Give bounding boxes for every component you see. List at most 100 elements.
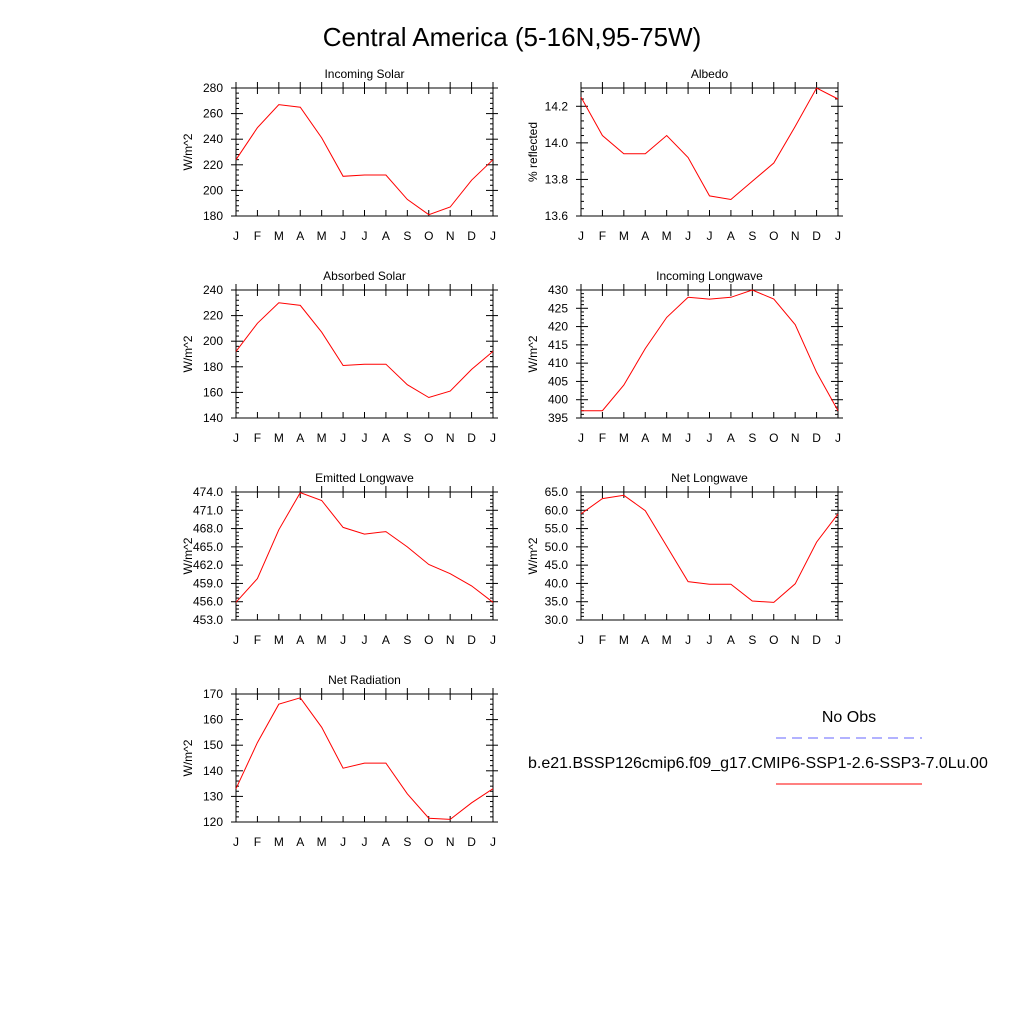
y-axis-label: W/m^2 — [526, 335, 540, 372]
y-tick-label: 170 — [203, 687, 223, 701]
y-tick-label: 65.0 — [545, 485, 569, 499]
y-tick-label: 30.0 — [545, 613, 569, 627]
y-tick-label: 200 — [203, 183, 223, 197]
x-tick-label: J — [233, 431, 239, 445]
x-tick-label: O — [769, 633, 778, 647]
x-tick-label: S — [403, 431, 411, 445]
x-tick-label: J — [835, 633, 841, 647]
figure-title: Central America (5-16N,95-75W) — [323, 22, 702, 52]
x-tick-label: A — [296, 431, 304, 445]
x-tick-label: S — [748, 633, 756, 647]
x-tick-label: A — [641, 633, 649, 647]
y-tick-label: 395 — [548, 411, 568, 425]
y-tick-label: 13.6 — [545, 209, 569, 223]
panel-title: Incoming Solar — [324, 67, 404, 81]
panel-title: Absorbed Solar — [323, 269, 406, 283]
x-tick-label: S — [403, 633, 411, 647]
x-tick-label: O — [769, 431, 778, 445]
y-tick-label: 420 — [548, 320, 568, 334]
x-tick-label: M — [619, 633, 629, 647]
y-tick-label: 425 — [548, 301, 568, 315]
x-tick-label: M — [317, 229, 327, 243]
x-tick-label: A — [296, 229, 304, 243]
x-tick-label: J — [362, 633, 368, 647]
x-tick-label: N — [446, 229, 455, 243]
x-tick-label: J — [490, 229, 496, 243]
x-tick-label: J — [233, 229, 239, 243]
plot-frame — [235, 693, 494, 823]
x-tick-label: J — [707, 431, 713, 445]
y-tick-label: 453.0 — [193, 613, 223, 627]
y-tick-label: 459.0 — [193, 576, 223, 590]
legend: No Obs b.e21.BSSP126cmip6.f09_g17.CMIP6-… — [528, 709, 988, 785]
x-tick-label: J — [490, 835, 496, 849]
y-tick-label: 220 — [203, 158, 223, 172]
plot-frame — [235, 87, 494, 217]
x-tick-label: J — [835, 229, 841, 243]
x-tick-label: N — [446, 633, 455, 647]
x-tick-label: A — [727, 633, 735, 647]
x-tick-label: M — [317, 431, 327, 445]
plot-frame — [580, 289, 839, 419]
y-axis-label: W/m^2 — [181, 133, 195, 170]
x-tick-label: J — [362, 431, 368, 445]
y-tick-label: 140 — [203, 764, 223, 778]
y-tick-label: 400 — [548, 393, 568, 407]
panel-title: Emitted Longwave — [315, 471, 414, 485]
x-tick-label: M — [662, 431, 672, 445]
y-tick-label: 13.8 — [545, 172, 569, 186]
x-tick-label: O — [424, 633, 433, 647]
x-tick-label: D — [467, 431, 476, 445]
y-tick-label: 220 — [203, 309, 223, 323]
x-tick-label: J — [362, 229, 368, 243]
y-tick-label: 180 — [203, 360, 223, 374]
plot-frame — [235, 289, 494, 419]
x-tick-label: F — [254, 835, 261, 849]
x-tick-label: M — [619, 229, 629, 243]
y-tick-label: 160 — [203, 713, 223, 727]
x-tick-label: M — [662, 633, 672, 647]
x-tick-label: N — [791, 229, 800, 243]
x-tick-label: M — [317, 633, 327, 647]
y-tick-label: 474.0 — [193, 485, 223, 499]
y-tick-label: 160 — [203, 385, 223, 399]
series-line — [580, 494, 839, 603]
series-line — [581, 289, 839, 412]
x-tick-label: O — [424, 835, 433, 849]
x-tick-label: D — [812, 431, 821, 445]
x-tick-label: J — [685, 431, 691, 445]
series-line — [235, 104, 494, 216]
y-tick-label: 468.0 — [193, 522, 223, 536]
x-tick-label: J — [707, 633, 713, 647]
y-tick-label: 60.0 — [545, 503, 569, 517]
y-tick-label: 456.0 — [193, 595, 223, 609]
x-tick-label: N — [446, 835, 455, 849]
x-tick-label: D — [812, 633, 821, 647]
series-line — [235, 697, 494, 820]
x-tick-label: J — [490, 431, 496, 445]
y-axis-label: % reflected — [526, 122, 540, 182]
x-tick-label: N — [791, 431, 800, 445]
y-tick-label: 410 — [548, 356, 568, 370]
x-tick-label: M — [274, 431, 284, 445]
panel-title: Albedo — [691, 67, 729, 81]
x-tick-label: F — [599, 633, 606, 647]
y-tick-label: 405 — [548, 374, 568, 388]
legend-model-label: b.e21.BSSP126cmip6.f09_g17.CMIP6-SSP1-2.… — [528, 755, 988, 772]
x-tick-label: A — [641, 229, 649, 243]
y-tick-label: 415 — [548, 338, 568, 352]
y-tick-label: 45.0 — [545, 558, 569, 572]
x-tick-label: A — [641, 431, 649, 445]
y-tick-label: 150 — [203, 738, 223, 752]
x-tick-label: A — [296, 633, 304, 647]
y-axis-label: W/m^2 — [181, 537, 195, 574]
y-tick-label: 280 — [203, 81, 223, 95]
plot-frame — [580, 491, 839, 621]
x-tick-label: F — [254, 229, 261, 243]
x-tick-label: J — [578, 633, 584, 647]
legend-obs-label: No Obs — [822, 709, 876, 726]
